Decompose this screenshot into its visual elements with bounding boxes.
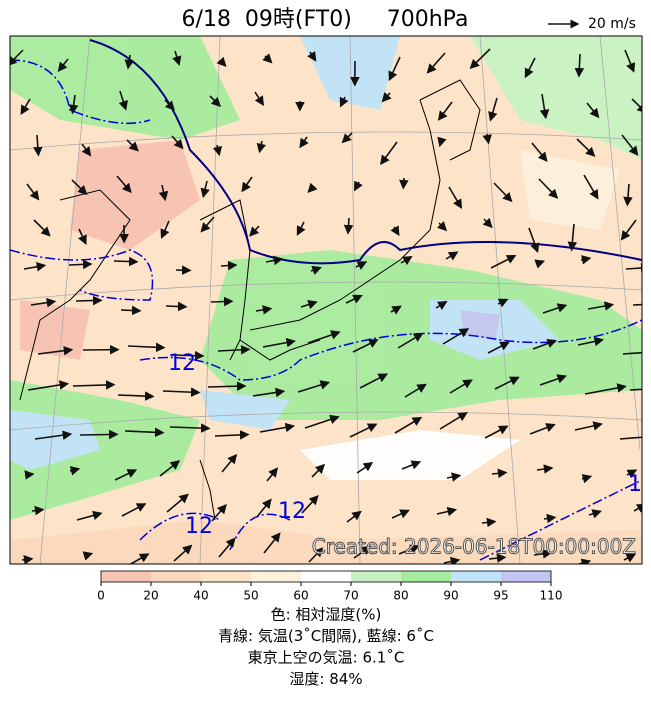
colorbar-tick-label: 90 (443, 589, 458, 603)
colorbar-tick-label: 95 (493, 589, 508, 603)
colorbar-tick-label: 80 (393, 589, 408, 603)
colorbar-segment (151, 571, 202, 582)
wind-arrow (166, 306, 186, 307)
colorbar: 0 20 40 50 60 70 80 90 95 110 (97, 571, 562, 603)
wind-arrow (22, 559, 32, 560)
wind-arrow (211, 301, 232, 302)
colorbar-tick-label: 70 (343, 589, 358, 603)
title: 6/18 09時(FT0) 700hPa (182, 7, 469, 32)
contour-label: 12 (628, 472, 651, 497)
contour-label: 12 (168, 351, 196, 376)
created-stamp: Created: 2026-06-18T00:00:00Z (312, 535, 636, 559)
colorbar-tick-label: 110 (540, 589, 563, 603)
wind-arrow (348, 218, 349, 233)
caption-line: 色: 相対湿度(%) (271, 606, 382, 624)
caption-line: 青線: 気温(3˚C間隔), 藍線: 6˚C (218, 627, 434, 645)
wind-arrow (76, 300, 101, 301)
wind-arrow (80, 434, 117, 435)
colorbar-segment (501, 571, 552, 582)
caption-line: 東京上空の気温: 6.1˚C (248, 649, 405, 667)
caption: 色: 相対湿度(%) 青線: 気温(3˚C間隔), 藍線: 6˚C 東京上空の気温:… (218, 606, 434, 689)
contour-label: 12 (185, 514, 213, 539)
colorbar-tick-label: 60 (293, 589, 308, 603)
wind-arrow (25, 474, 33, 475)
wind-arrow (121, 310, 140, 311)
colorbar-tick-label: 0 (97, 589, 105, 603)
contour-label: 12 (278, 499, 306, 524)
wind-scale-label: 20 m/s (588, 16, 636, 32)
wind-arrow (579, 54, 580, 76)
colorbar-tick-label: 50 (243, 589, 258, 603)
wind-arrow (208, 386, 245, 387)
wind-arrow (221, 265, 236, 266)
map: 12 12 12 12 Created: 2026-06-18T00:00:00… (8, 36, 651, 565)
wind-arrow (403, 178, 404, 188)
colorbar-segment (251, 571, 302, 582)
colorbar-segment (301, 571, 352, 582)
colorbar-segment (101, 571, 152, 582)
colorbar-segment (401, 571, 452, 582)
wind-arrow (114, 261, 137, 262)
colorbar-tick-label: 20 (143, 589, 158, 603)
colorbar-tick-label: 40 (193, 589, 208, 603)
colorbar-segment (201, 571, 252, 582)
colorbar-segment (451, 571, 502, 582)
wind-arrow (69, 264, 91, 265)
caption-line: 湿度: 84% (289, 670, 362, 688)
colorbar-segment (351, 571, 402, 582)
